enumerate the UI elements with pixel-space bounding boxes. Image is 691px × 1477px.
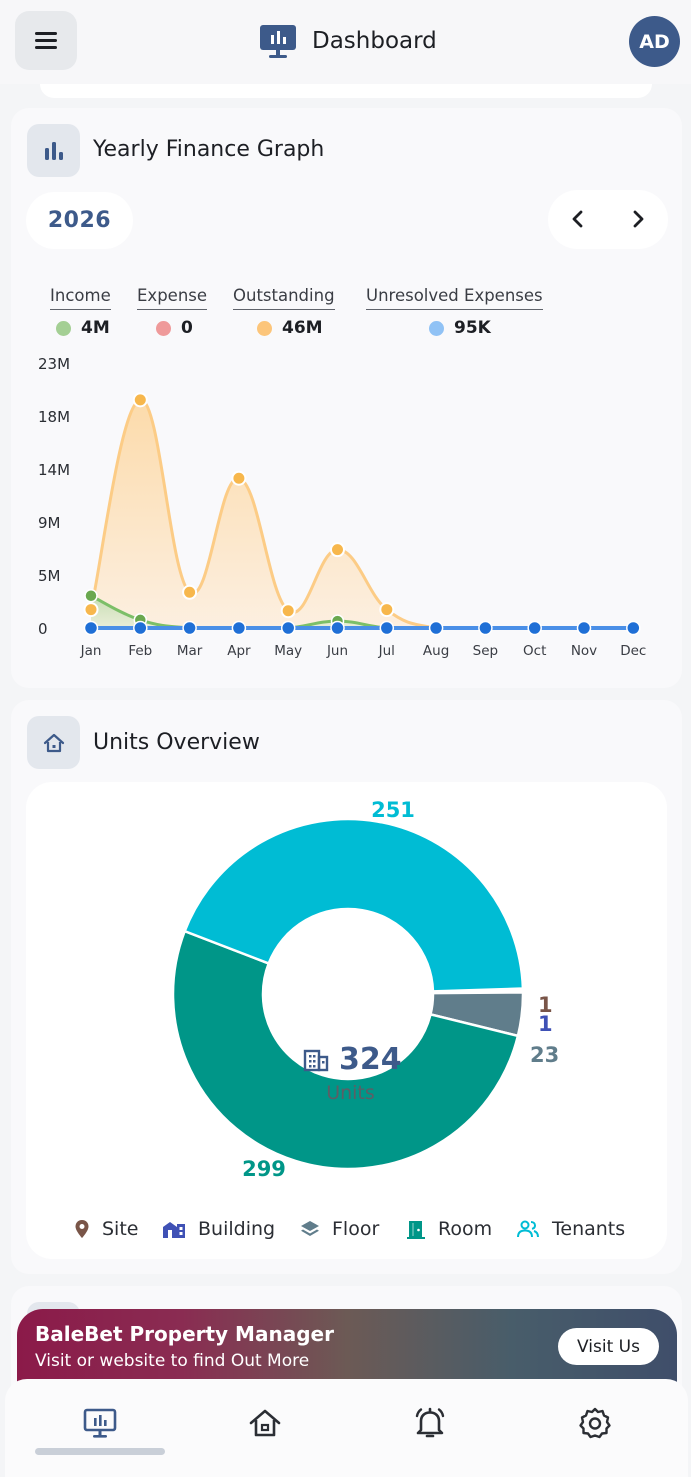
x-tick-label: Nov (571, 643, 597, 659)
unresolved-point (133, 620, 148, 636)
nav-notifications[interactable] (410, 1403, 450, 1443)
legend-unresolved-expenses[interactable]: Unresolved Expenses 95K (366, 286, 543, 338)
bell-icon (415, 1407, 445, 1438)
y-tick-label: 5M (38, 567, 61, 585)
donut-value-label: 251 (371, 798, 415, 822)
layers-icon (301, 1221, 319, 1236)
donut-value-label: 1 (538, 993, 553, 1017)
x-tick-label: Sep (473, 643, 498, 659)
nav-dashboard[interactable] (80, 1403, 120, 1443)
bottom-navigation (5, 1379, 688, 1477)
units-donut-panel: 1 1 23 299 251 324 Units Site Building (26, 782, 667, 1259)
presentation-chart-icon (260, 25, 296, 58)
x-tick-label: Jan (80, 643, 102, 659)
hamburger-menu-icon (35, 39, 57, 42)
card-edge (40, 84, 652, 98)
x-tick-label: Oct (523, 643, 546, 659)
people-icon (517, 1220, 539, 1238)
y-tick-label: 9M (38, 514, 61, 532)
chevron-left-icon[interactable] (563, 204, 593, 234)
income-point (84, 588, 98, 603)
unresolved-point (182, 620, 197, 636)
outstanding-point (280, 603, 296, 619)
x-tick-label: Dec (620, 643, 646, 659)
y-tick-label: 18M (38, 408, 70, 426)
active-tab-indicator (35, 1448, 165, 1455)
x-tick-label: Feb (128, 643, 152, 659)
outstanding-point (182, 584, 198, 600)
x-tick-label: Mar (177, 643, 203, 659)
finance-card: Yearly Finance Graph 2026 Income 4M Expe… (11, 108, 682, 688)
year-navigation (548, 190, 668, 249)
banner-title: BaleBet Property Manager (35, 1322, 334, 1346)
unresolved-point (280, 620, 296, 636)
unresolved-point (478, 620, 493, 636)
location-pin-icon (75, 1220, 89, 1238)
units-card-title: Units Overview (93, 730, 260, 755)
presentation-chart-icon (83, 1408, 117, 1438)
units-legend: Site Building Floor Room Tenants (26, 1218, 667, 1248)
outstanding-point (379, 602, 395, 618)
unresolved-point (428, 620, 444, 636)
app-bar: Dashboard AD (0, 0, 691, 84)
x-tick-label: Aug (423, 643, 449, 659)
legend-room[interactable]: Room (406, 1218, 492, 1240)
outstanding-point (330, 542, 345, 558)
building-icon (303, 1049, 329, 1071)
app-title: Dashboard (258, 22, 437, 60)
donut-slice-room (171, 929, 520, 1171)
avatar[interactable]: AD (629, 16, 680, 67)
legend-tenants[interactable]: Tenants (516, 1218, 625, 1240)
x-tick-label: Jun (326, 643, 348, 659)
outstanding-point (231, 470, 247, 486)
legend-outstanding[interactable]: Outstanding 46M (233, 286, 335, 338)
outstanding-area (91, 399, 634, 628)
finance-chart: 23M 18M 14M 9M 5M 0 Jan Feb Mar Apr May Jun Jul Aug Se… (38, 355, 646, 659)
donut-value-label: 1 (538, 1012, 553, 1036)
finance-card-title: Yearly Finance Graph (93, 137, 325, 162)
door-icon (407, 1221, 425, 1239)
unresolved-point (576, 620, 592, 636)
banner-subtitle: Visit or website to find Out More (35, 1351, 310, 1371)
unresolved-point (379, 620, 395, 636)
unresolved-point (626, 620, 641, 636)
y-tick-label: 0 (38, 620, 48, 638)
outstanding-point (132, 392, 148, 408)
year-selector[interactable]: 2026 (26, 192, 133, 249)
x-tick-label: Apr (227, 643, 251, 659)
donut-slice-tenants (183, 817, 525, 993)
legend-expense[interactable]: Expense 0 (137, 286, 208, 338)
chevron-right-icon[interactable] (623, 204, 653, 234)
x-tick-label: May (274, 643, 302, 659)
x-tick-label: Jul (378, 643, 395, 659)
gear-icon (579, 1407, 611, 1439)
units-total-label: Units (326, 1082, 375, 1104)
home-icon (27, 716, 80, 769)
nav-settings[interactable] (575, 1403, 615, 1443)
units-card: Units Overview 1 1 23 299 251 324 Units Site… (11, 700, 682, 1274)
legend-site[interactable]: Site (74, 1218, 138, 1240)
donut-value-label: 299 (242, 1157, 286, 1181)
y-tick-label: 14M (38, 461, 70, 479)
outstanding-point (83, 602, 99, 618)
legend-floor[interactable]: Floor (300, 1218, 379, 1240)
page-title: Dashboard (312, 28, 437, 54)
finance-legend: Income 4M Expense 0 Outstanding 46M Unre… (11, 286, 682, 346)
nav-home[interactable] (245, 1403, 285, 1443)
legend-building[interactable]: Building (162, 1218, 275, 1240)
unresolved-point (527, 620, 542, 636)
menu-button[interactable] (15, 11, 77, 70)
donut-value-label: 23 (530, 1043, 559, 1067)
units-donut-chart: 11 23 299 251 (171, 798, 559, 1181)
visit-us-button[interactable]: Visit Us (558, 1328, 659, 1365)
unresolved-point (231, 620, 247, 636)
building-icon (163, 1222, 185, 1238)
unresolved-point (330, 620, 345, 636)
legend-income[interactable]: Income 4M (50, 286, 111, 338)
home-icon (249, 1409, 281, 1437)
unresolved-point (83, 620, 99, 636)
y-tick-label: 23M (38, 355, 70, 373)
units-total: 324 (303, 1042, 402, 1077)
bar-chart-icon (27, 124, 80, 177)
